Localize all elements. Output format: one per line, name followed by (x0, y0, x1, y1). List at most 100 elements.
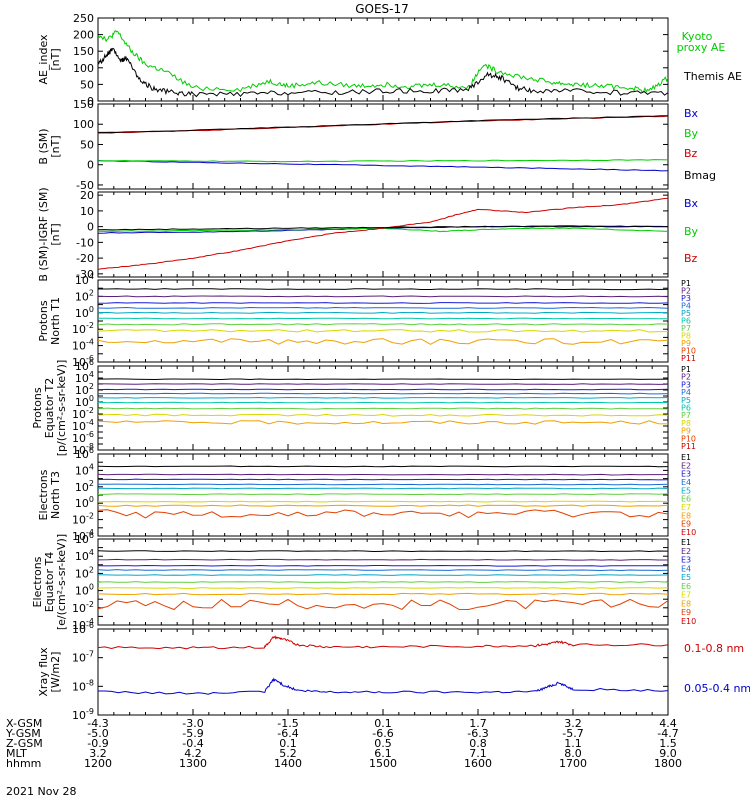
legend-long-band: 0.1-0.8 nm (684, 642, 744, 655)
legend-e3: E3 (681, 556, 691, 565)
y-tick-label: 102 (75, 288, 94, 303)
legend-bmag: Bmag (684, 169, 716, 182)
y-axis-label: Equator T4 (43, 552, 56, 612)
legend-p2: P2 (681, 373, 691, 382)
legend-e6: E6 (681, 582, 691, 591)
y-tick-label: 102 (75, 479, 94, 494)
footer-cell: 3.2 (89, 747, 107, 760)
footer-cell: -6.3 (467, 727, 488, 740)
y-tick-label: 100 (75, 305, 94, 320)
panel-2: 150 100 50 0 -50 B (SM) [nT] Bx By Bz Bmag (37, 98, 716, 192)
date-label: 2021 Nov 28 (6, 785, 76, 798)
footer-cell: -0.4 (182, 737, 203, 750)
y-tick-label: 50 (80, 78, 94, 91)
footer-cell: -4.7 (657, 727, 678, 740)
legend-p6: P6 (681, 317, 691, 326)
y-axis-label: North T3 (49, 471, 62, 519)
series-e7 (98, 587, 668, 589)
y-tick-label: 10-6 (72, 621, 94, 636)
y-axis-label: [W/m2] (49, 652, 62, 693)
y-axis-label: Electrons (31, 556, 44, 607)
footer-cell: -5.9 (182, 727, 203, 740)
y-tick-label: 10-4 (72, 418, 94, 433)
legend-e3: E3 (681, 470, 691, 479)
footer-row-label: MLT (6, 747, 27, 760)
footer-cell: 8.0 (564, 747, 582, 760)
legend-e7: E7 (681, 503, 691, 512)
series-0-1-0-8-nm (98, 635, 668, 650)
footer-cell: 7.1 (469, 747, 487, 760)
series-e4 (98, 483, 668, 486)
legend-e4: E4 (681, 564, 691, 573)
y-axis-label: [nT] (49, 223, 62, 245)
panel-frame (97, 279, 669, 363)
y-tick-label: 10-8 (72, 442, 94, 457)
series-p3 (98, 388, 668, 391)
series-e4 (98, 569, 668, 572)
footer-cell: 0.1 (374, 717, 392, 730)
footer-cell: -0.9 (87, 737, 108, 750)
footer-row-label: hhmm (6, 757, 41, 770)
footer-cell: 0.1 (279, 737, 297, 750)
legend-p3: P3 (681, 294, 691, 303)
series-e8 (98, 504, 668, 507)
legend-bz: Bz (684, 147, 698, 160)
series-p3 (98, 302, 668, 304)
series-bmag (98, 115, 668, 133)
series-bx (98, 160, 668, 172)
series-e3 (98, 564, 668, 567)
y-axis-label: AE_index (37, 34, 50, 85)
footer-cell: 1600 (464, 757, 492, 770)
series-e1 (98, 465, 668, 468)
legend-e1: E1 (681, 453, 691, 462)
y-tick-label: 100 (73, 62, 94, 75)
footer-cell: -6.4 (277, 727, 298, 740)
legend-p3: P3 (681, 380, 691, 389)
y-axis-label: B (SM) (37, 128, 50, 164)
legend-bx: Bx (684, 197, 699, 210)
series-0-05-0-4-nm (98, 677, 668, 695)
y-axis-label: Protons (31, 387, 44, 428)
series-p7 (98, 323, 668, 326)
panel-7: 106 104 102 100 10-2 10-4 Electrons Equator T4[… (31, 531, 696, 632)
y-tick-label: 106 (75, 446, 94, 461)
y-tick-label: -10 (76, 236, 94, 249)
y-tick-label: 50 (80, 138, 94, 151)
legend-p10: P10 (681, 347, 696, 356)
legend-themis-ae: Themis AE (683, 70, 742, 83)
legend-p7: P7 (681, 411, 691, 420)
footer-cell: 0.5 (374, 737, 392, 750)
footer-row-label: Z-GSM (6, 737, 43, 750)
legend-e5: E5 (681, 486, 691, 495)
legend-e8: E8 (681, 599, 691, 608)
y-tick-label: 10-2 (72, 406, 94, 421)
y-tick-label: 0 (87, 221, 94, 234)
y-tick-label: 104 (75, 272, 94, 287)
footer-cell: 1.5 (659, 737, 677, 750)
y-tick-label: 100 (75, 495, 94, 510)
legend-e2: E2 (681, 461, 691, 470)
y-tick-label: 100 (75, 583, 94, 598)
legend-p2: P2 (681, 287, 691, 296)
series-e5 (98, 574, 668, 576)
series-p2 (98, 383, 668, 385)
legend-p4: P4 (681, 302, 691, 311)
series-e9 (98, 509, 668, 519)
footer-cell: 4.2 (184, 747, 202, 760)
y-axis-label: B (SM)-IGRF (SM) (37, 187, 50, 281)
footer-cell: -6.6 (372, 727, 393, 740)
legend-e8: E8 (681, 511, 691, 520)
legend-e2: E2 (681, 547, 691, 556)
legend-p4: P4 (681, 388, 691, 397)
y-tick-label: -50 (76, 179, 94, 192)
legend-p1: P1 (681, 365, 691, 374)
legend-e1: E1 (681, 538, 691, 547)
series-p8 (98, 329, 668, 333)
footer-cell: -5.0 (87, 727, 108, 740)
legend-p6: P6 (681, 404, 691, 413)
legend-e9: E9 (681, 608, 691, 617)
footer-cell: 1.7 (469, 717, 487, 730)
legend-p11: P11 (681, 442, 696, 451)
series-e2 (98, 473, 668, 476)
